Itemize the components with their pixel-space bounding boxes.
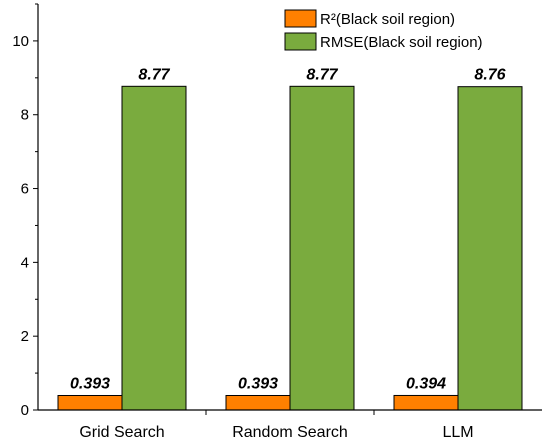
y-tick-label: 6 xyxy=(21,181,29,198)
data-label: 0.393 xyxy=(70,375,110,392)
bar-rmse-llm xyxy=(457,86,523,411)
bar-rmse-random-search xyxy=(289,85,355,411)
data-label: 0.394 xyxy=(406,375,446,392)
data-label: 8.77 xyxy=(138,66,170,83)
y-tick-label: 0 xyxy=(21,402,29,419)
bar-r2-llm xyxy=(393,394,459,411)
y-tick-label: 4 xyxy=(21,254,29,271)
y-tick-label: 8 xyxy=(21,107,29,124)
bar-rmse-grid-search xyxy=(121,85,187,411)
data-label: 0.393 xyxy=(238,375,278,392)
bars-layer xyxy=(57,85,523,411)
y-tick-label: 10 xyxy=(12,33,29,50)
y-tick-label: 2 xyxy=(21,328,29,345)
legend: R²(Black soil region) RMSE(Black soil reg… xyxy=(284,9,483,51)
bar-r2-random-search xyxy=(225,394,291,411)
x-tick-label: Grid Search xyxy=(79,424,164,441)
legend-swatch xyxy=(284,32,317,51)
bar-r2-grid-search xyxy=(57,394,123,411)
legend-label: R²(Black soil region) xyxy=(320,11,455,28)
data-label: 8.77 xyxy=(306,66,338,83)
data-labels-layer: 0.393 8.77 0.393 8.77 0.394 8.76 xyxy=(70,66,506,392)
legend-swatch xyxy=(284,9,317,28)
data-label: 8.76 xyxy=(474,67,505,84)
legend-label: RMSE(Black soil region) xyxy=(320,34,483,51)
x-tick-label: Random Search xyxy=(232,424,348,441)
x-tick-label: LLM xyxy=(442,424,473,441)
axes-layer: Grid Search Random Search LLM 0 2 4 6 8 10 xyxy=(12,3,542,441)
